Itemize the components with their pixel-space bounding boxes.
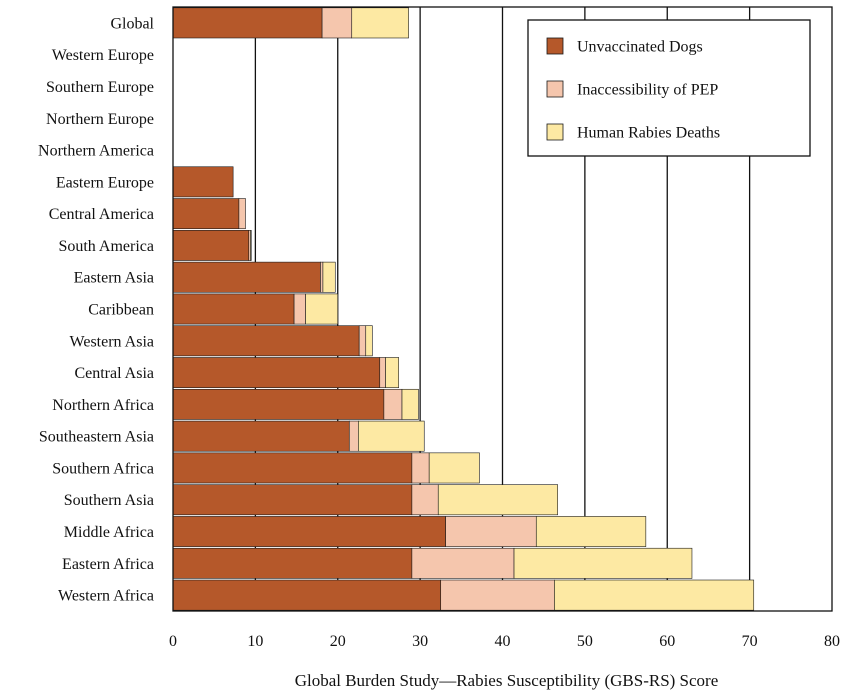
- bar-central-america-unvaccinated-dogs: [172, 198, 240, 230]
- bar-central-america-inaccessibility-of-pep: [238, 198, 246, 230]
- bar-global-inaccessibility-of-pep: [321, 7, 353, 39]
- plot-frame: [172, 6, 833, 612]
- category-label-eastern-europe: Eastern Europe: [56, 174, 154, 191]
- bar-caribbean-inaccessibility-of-pep: [293, 293, 306, 325]
- x-tick-label-50: 50: [577, 633, 593, 650]
- bar-middle-africa-unvaccinated-dogs: [172, 516, 446, 547]
- bar-eastern-asia-inaccessibility-of-pep: [320, 261, 324, 293]
- bar-global-unvaccinated-dogs: [172, 7, 323, 39]
- category-label-eastern-africa: Eastern Africa: [62, 556, 154, 573]
- bar-caribbean-unvaccinated-dogs: [172, 293, 295, 325]
- legend-swatch-unvaccinated-dogs: [546, 37, 564, 55]
- bar-eastern-africa-inaccessibility-of-pep: [411, 547, 515, 579]
- category-label-southern-africa: Southern Africa: [52, 460, 154, 477]
- x-tick-label-70: 70: [742, 633, 758, 650]
- legend-box: [527, 19, 811, 157]
- bar-northern-africa-unvaccinated-dogs: [172, 388, 385, 420]
- bar-eastern-europe-unvaccinated-dogs: [172, 166, 234, 198]
- bar-southeastern-asia-human-rabies-deaths: [358, 420, 425, 452]
- x-tick-label-80: 80: [824, 633, 840, 650]
- bar-southeastern-asia-inaccessibility-of-pep: [348, 420, 359, 452]
- bar-southeastern-asia-unvaccinated-dogs: [172, 420, 350, 452]
- bar-western-africa-human-rabies-deaths: [554, 579, 755, 611]
- bar-south-america-unvaccinated-dogs: [172, 230, 250, 261]
- bar-caribbean-human-rabies-deaths: [305, 293, 339, 325]
- bar-southern-africa-human-rabies-deaths: [428, 452, 480, 484]
- category-label-eastern-asia: Eastern Asia: [74, 270, 154, 287]
- bar-middle-africa-human-rabies-deaths: [535, 516, 647, 547]
- legend-label-inaccessibility-of-pep: Inaccessibility of PEP: [577, 82, 718, 99]
- bars: [172, 7, 755, 611]
- x-axis-title: Global Burden Study—Rabies Susceptibilit…: [295, 671, 719, 690]
- category-label-global: Global: [110, 15, 154, 32]
- category-label-western-europe: Western Europe: [52, 47, 154, 64]
- category-label-south-america: South America: [58, 238, 154, 255]
- bar-eastern-asia-human-rabies-deaths: [322, 261, 336, 293]
- bar-western-africa-inaccessibility-of-pep: [440, 579, 555, 611]
- category-label-northern-europe: Northern Europe: [46, 111, 154, 128]
- bar-global-human-rabies-deaths: [351, 7, 409, 39]
- x-tick-label-30: 30: [412, 633, 428, 650]
- bar-northern-africa-inaccessibility-of-pep: [383, 388, 403, 420]
- x-tick-labels: 0 10 20 30 40 50 60 70 80: [169, 633, 840, 650]
- category-label-northern-america: Northern America: [38, 143, 154, 160]
- category-label-southern-europe: Southern Europe: [46, 79, 154, 96]
- category-label-central-asia: Central Asia: [74, 365, 154, 382]
- category-label-northern-africa: Northern Africa: [52, 397, 154, 414]
- bar-southern-asia-unvaccinated-dogs: [172, 484, 413, 516]
- category-label-southern-asia: Southern Asia: [64, 492, 154, 509]
- bar-central-asia-unvaccinated-dogs: [172, 357, 381, 388]
- bar-western-asia-inaccessibility-of-pep: [358, 325, 367, 357]
- bar-southern-asia-inaccessibility-of-pep: [411, 484, 439, 516]
- bar-western-africa-unvaccinated-dogs: [172, 579, 442, 611]
- bar-central-asia-inaccessibility-of-pep: [379, 357, 386, 388]
- x-tick-label-40: 40: [495, 633, 511, 650]
- legend-swatch-human-rabies-deaths: [546, 123, 564, 141]
- x-tick-label-10: 10: [247, 633, 263, 650]
- category-labels: Global Western Europe Southern Europe North…: [38, 15, 155, 604]
- category-label-western-asia: Western Asia: [70, 333, 154, 350]
- x-tick-label-60: 60: [659, 633, 675, 650]
- category-label-middle-africa: Middle Africa: [64, 524, 154, 541]
- legend-label-human-rabies-deaths: Human Rabies Deaths: [577, 125, 720, 142]
- bar-central-asia-human-rabies-deaths: [385, 357, 400, 388]
- x-tick-label-20: 20: [330, 633, 346, 650]
- bar-southern-africa-inaccessibility-of-pep: [411, 452, 430, 484]
- category-label-caribbean: Caribbean: [88, 302, 154, 319]
- bar-northern-africa-human-rabies-deaths: [401, 388, 419, 420]
- bar-middle-africa-inaccessibility-of-pep: [445, 516, 537, 547]
- bar-eastern-africa-human-rabies-deaths: [513, 547, 693, 579]
- legend-label-unvaccinated-dogs: Unvaccinated Dogs: [577, 39, 703, 56]
- category-label-southeastern-asia: Southeastern Asia: [39, 429, 154, 446]
- x-tick-label-0: 0: [169, 633, 177, 650]
- bar-south-america-human-rabies-deaths: [250, 230, 252, 261]
- bar-western-asia-human-rabies-deaths: [365, 325, 373, 357]
- legend-swatch-inaccessibility-of-pep: [546, 80, 564, 98]
- bar-western-asia-unvaccinated-dogs: [172, 325, 360, 357]
- bar-southern-asia-human-rabies-deaths: [437, 484, 558, 516]
- legend: Unvaccinated Dogs Inaccessibility of PEP H…: [527, 19, 811, 157]
- bar-southern-africa-unvaccinated-dogs: [172, 452, 413, 484]
- bar-eastern-asia-unvaccinated-dogs: [172, 261, 321, 293]
- bar-eastern-africa-unvaccinated-dogs: [172, 547, 413, 579]
- category-label-central-america: Central America: [49, 206, 154, 223]
- category-label-western-africa: Western Africa: [58, 588, 154, 605]
